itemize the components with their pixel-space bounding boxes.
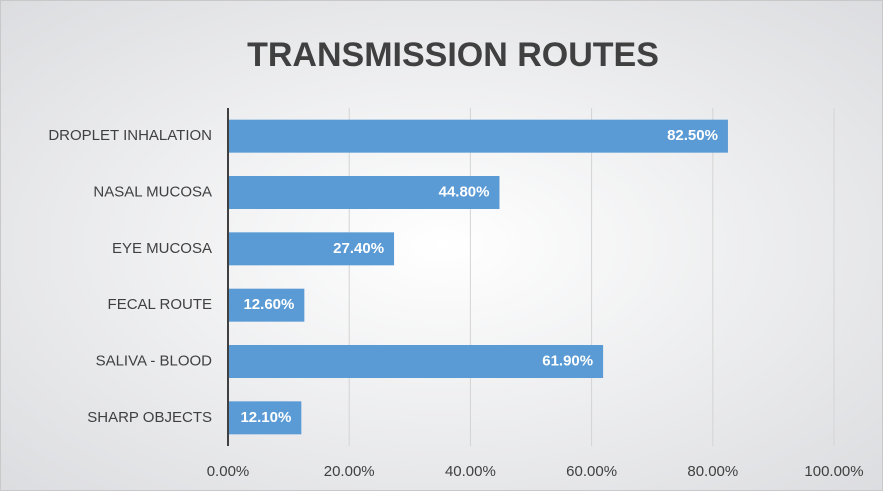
y-tick-label: EYE MUCOSA	[112, 240, 212, 257]
value-label: 12.60%	[243, 296, 294, 313]
bar	[228, 176, 500, 209]
bar	[228, 232, 395, 266]
x-tick-label: 100.00%	[804, 463, 863, 480]
bar	[228, 119, 728, 153]
x-tick-label: 80.00%	[687, 463, 738, 480]
x-tick-label: 20.00%	[324, 463, 375, 480]
bar	[228, 401, 302, 435]
value-label: 82.50%	[667, 127, 718, 144]
x-tick-label: 0.00%	[207, 463, 250, 480]
x-tick-label: 60.00%	[566, 463, 617, 480]
value-label: 61.90%	[542, 352, 593, 369]
y-tick-label: SHARP OBJECTS	[87, 409, 212, 426]
value-label: 27.40%	[333, 240, 384, 257]
y-tick-label: SALIVA - BLOOD	[96, 352, 213, 369]
y-tick-label: FECAL ROUTE	[108, 296, 212, 313]
y-tick-label: NASAL MUCOSA	[93, 183, 212, 200]
value-label: 12.10%	[240, 409, 291, 426]
bar	[228, 345, 604, 378]
chart-title: TRANSMISSION ROUTES	[247, 36, 659, 74]
bar	[228, 288, 305, 322]
value-label: 44.80%	[439, 183, 490, 200]
x-tick-label: 40.00%	[445, 463, 496, 480]
y-tick-label: DROPLET INHALATION	[48, 127, 212, 144]
